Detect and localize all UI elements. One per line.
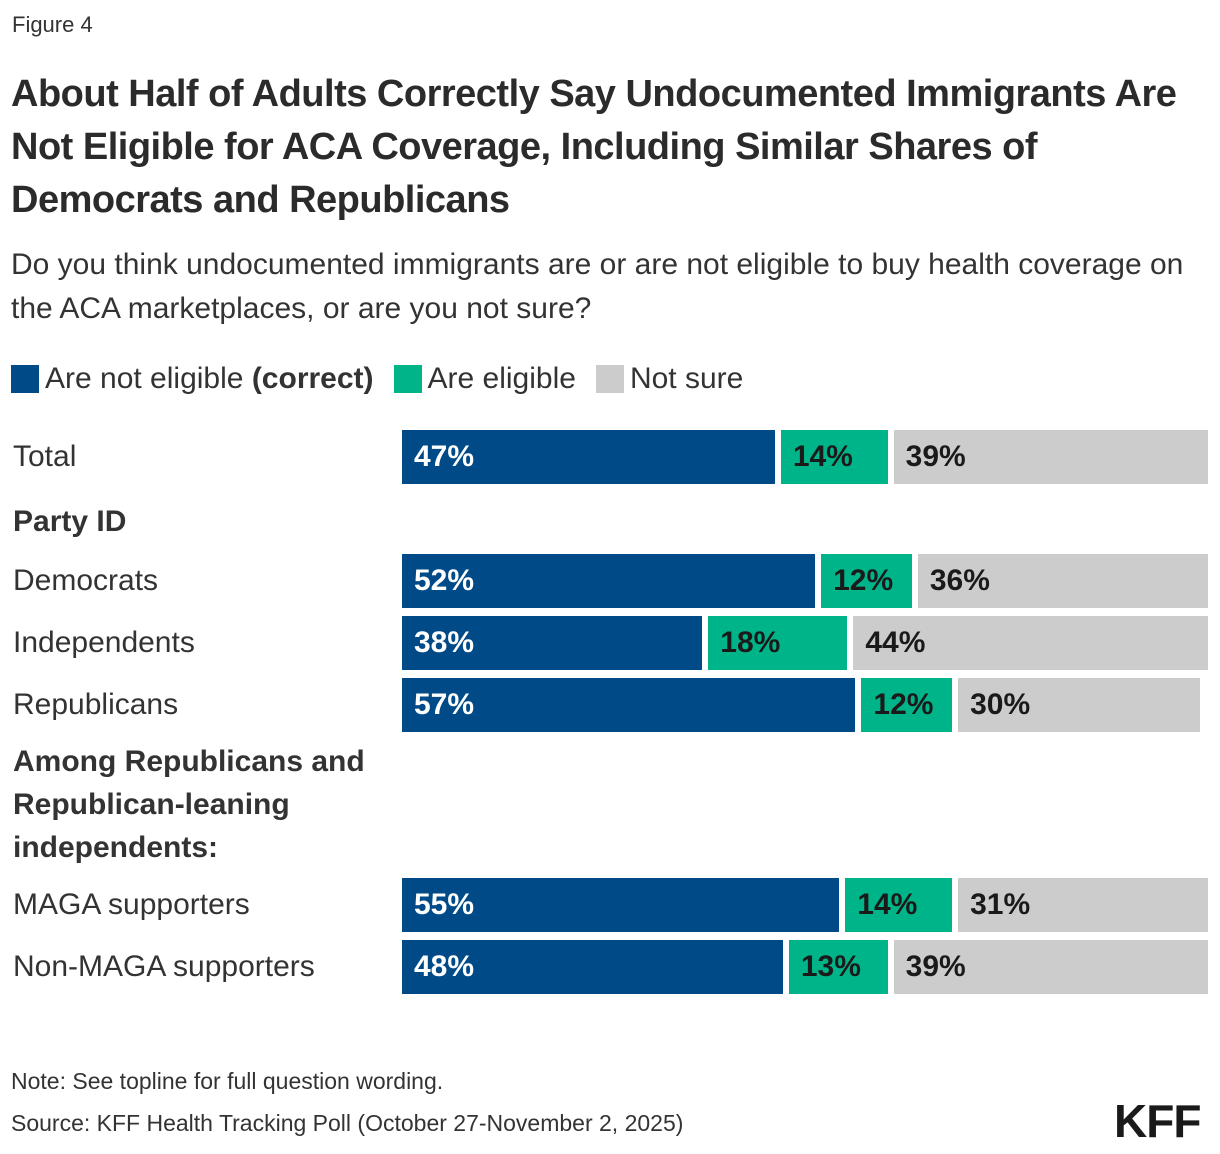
data-label: 14%: [857, 888, 918, 921]
category-label: Non-MAGA supporters: [13, 950, 315, 983]
legend: Are not eligible (correct) Are eligible …: [11, 362, 763, 396]
legend-swatch: [595, 365, 624, 393]
note: Note: See topline for full question word…: [11, 1068, 444, 1094]
data-label: 44%: [865, 626, 926, 659]
legend-swatch: [11, 365, 39, 393]
category-label: Independents: [13, 626, 195, 659]
bar-eligible: 12%: [861, 678, 953, 732]
data-label: 13%: [800, 950, 861, 983]
data-label: 31%: [970, 888, 1031, 921]
kff-logo: KFF: [1114, 1095, 1201, 1147]
bar-not-sure: 39%: [893, 940, 1208, 994]
data-label: 30%: [970, 688, 1031, 721]
data-label: 12%: [833, 564, 894, 597]
data-label: 39%: [905, 440, 966, 473]
legend-item-not-sure: Not sure: [595, 362, 744, 396]
group-label: Party ID: [13, 505, 127, 538]
data-label: 39%: [905, 950, 966, 983]
bar-not-eligible: 55%: [402, 878, 840, 932]
data-label: 47%: [414, 440, 475, 473]
legend-swatch: [393, 365, 422, 393]
legend-label: Not sure: [629, 362, 744, 395]
bar-eligible: 18%: [708, 616, 848, 670]
bar-eligible: 12%: [821, 554, 912, 608]
chart-subtitle: Do you think undocumented immigrants are…: [11, 248, 1184, 325]
data-label: 36%: [929, 564, 990, 597]
legend-label: Are not eligible (correct): [45, 362, 374, 395]
bar-not-eligible: 47%: [402, 430, 775, 484]
category-label: Democrats: [13, 564, 159, 597]
data-label: 52%: [414, 564, 475, 597]
bar-not-sure: 39%: [893, 430, 1208, 484]
bar-not-sure: 44%: [853, 616, 1208, 670]
data-label: 48%: [414, 950, 475, 983]
figure-label: Figure 4: [12, 12, 93, 37]
bar-eligible: 14%: [780, 430, 888, 484]
bar-not-sure: 36%: [917, 554, 1208, 608]
chart-title: About Half of Adults Correctly Say Undoc…: [11, 73, 1177, 221]
bar-not-eligible: 48%: [402, 940, 783, 994]
data-label: 55%: [414, 888, 475, 921]
bar-not-sure: 30%: [958, 678, 1200, 732]
legend-label: Are eligible: [427, 362, 576, 395]
category-label: MAGA supporters: [13, 888, 250, 921]
bar-not-eligible: 38%: [402, 616, 703, 670]
bar-eligible: 14%: [845, 878, 953, 932]
source: Source: KFF Health Tracking Poll (Octobe…: [11, 1110, 684, 1136]
data-label: 12%: [873, 688, 934, 721]
category-label: Republicans: [13, 688, 179, 721]
legend-item-eligible: Are eligible: [393, 362, 576, 396]
bar-eligible: 13%: [788, 940, 888, 994]
data-label: 57%: [414, 688, 475, 721]
data-label: 14%: [792, 440, 853, 473]
group-label: Among Republicans and Republican-leaning…: [13, 745, 365, 864]
data-label: 18%: [720, 626, 781, 659]
legend-item-not-eligible: Are not eligible (correct): [11, 362, 374, 396]
data-label: 38%: [414, 626, 475, 659]
bar-not-eligible: 52%: [402, 554, 816, 608]
bar-not-sure: 31%: [958, 878, 1208, 932]
bar-not-eligible: 57%: [402, 678, 856, 732]
category-label: Total: [13, 440, 77, 473]
